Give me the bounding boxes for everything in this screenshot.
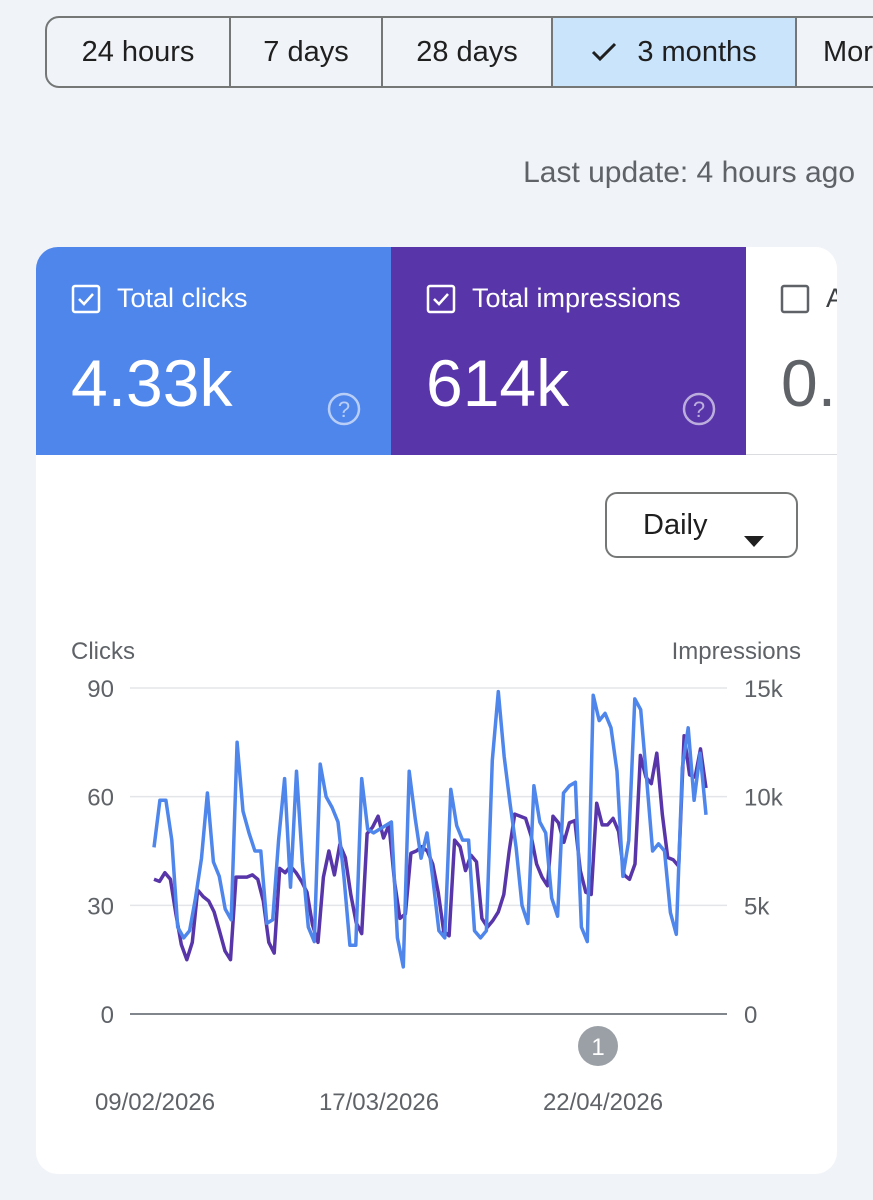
y-left-axis-title: Clicks	[71, 638, 135, 665]
annotation-marker[interactable]: 1	[578, 1026, 618, 1066]
annotation-count: 1	[591, 1034, 604, 1061]
y-right-tick-label: 10k	[744, 785, 784, 812]
metric-total-clicks[interactable]: Total clicks 4.33k ?	[36, 247, 391, 455]
y-right-axis-title: Impressions	[672, 638, 801, 665]
checkbox-unchecked-icon	[780, 284, 810, 314]
help-icon[interactable]: ?	[326, 391, 362, 432]
metric-third[interactable]: A 0.	[746, 247, 837, 455]
metric-value: 4.33k	[71, 346, 233, 420]
metric-label: Total impressions	[472, 283, 681, 313]
metric-total-impressions[interactable]: Total impressions 614k ?	[391, 247, 746, 455]
help-icon[interactable]: ?	[681, 391, 717, 432]
y-left-tick-label: 30	[87, 893, 114, 920]
performance-card: Total clicks 4.33k ? Total impressions 6…	[36, 247, 837, 1174]
range-option-more[interactable]: Mor	[797, 18, 873, 86]
range-option-label: 7 days	[263, 35, 349, 68]
metric-header: Total impressions	[426, 283, 681, 314]
metric-header: A	[780, 283, 837, 314]
metric-value: 614k	[426, 346, 570, 420]
range-option-3-months[interactable]: 3 months	[553, 18, 797, 86]
checkbox-checked-icon	[71, 284, 101, 314]
y-right-tick-label: 0	[744, 1002, 757, 1029]
y-left-tick-label: 60	[87, 785, 114, 812]
x-tick-label: 09/02/2026	[95, 1089, 215, 1116]
performance-chart: 0 0 30 5k 60 10k 90 15k Clicks Impressions 09/02/2…	[71, 638, 801, 1116]
y-right-tick-label: 5k	[744, 893, 770, 920]
clicks-series-line	[152, 689, 708, 969]
last-update-text: Last update: 4 hours ago	[523, 156, 855, 189]
range-option-7-days[interactable]: 7 days	[231, 18, 383, 86]
granularity-dropdown[interactable]: Daily	[605, 492, 798, 558]
y-right-tick-label: 15k	[744, 676, 784, 703]
x-tick-label: 22/04/2026	[543, 1089, 663, 1116]
range-option-24-hours[interactable]: 24 hours	[47, 18, 231, 86]
caret-down-icon	[744, 522, 764, 555]
metric-label: A	[826, 283, 837, 313]
metric-header: Total clicks	[71, 283, 248, 314]
svg-text:?: ?	[338, 397, 350, 422]
date-range-selector: 24 hours 7 days 28 days 3 months Mor	[45, 16, 873, 88]
y-left-tick-label: 90	[87, 676, 114, 703]
x-tick-label: 17/03/2026	[319, 1089, 439, 1116]
metric-label: Total clicks	[117, 283, 248, 313]
range-option-label: 28 days	[416, 35, 518, 68]
svg-text:?: ?	[693, 397, 705, 422]
range-option-label: 24 hours	[81, 35, 195, 68]
range-option-label: 3 months	[637, 35, 757, 68]
y-left-tick-label: 0	[101, 1002, 114, 1029]
range-option-28-days[interactable]: 28 days	[383, 18, 553, 86]
check-icon	[591, 41, 617, 63]
range-option-label: Mor	[823, 35, 873, 68]
granularity-label: Daily	[643, 508, 708, 541]
checkbox-checked-icon	[426, 284, 456, 314]
metric-value: 0.	[781, 346, 837, 420]
